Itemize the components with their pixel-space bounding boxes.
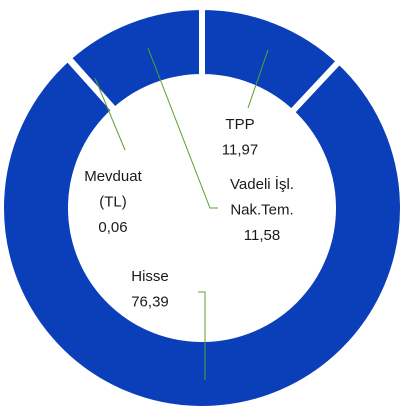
donut-slice bbox=[64, 3, 205, 115]
labels: TPP 11,97 Hisse 76,39 Mevduat (TL) 0,06 Vadeli … bbox=[84, 47, 294, 380]
slice-value-label: 0,06 bbox=[98, 219, 127, 236]
slice-label: Hisse bbox=[131, 268, 169, 285]
leader-line bbox=[147, 47, 218, 209]
donut-slice bbox=[0, 54, 403, 412]
slice-label: Vadeli İşl. Nak.Tem. bbox=[230, 175, 294, 219]
slice-value-label: 76,39 bbox=[131, 293, 169, 310]
slice-value-label: 11,58 bbox=[244, 227, 280, 244]
slice-value-label: 11,97 bbox=[222, 141, 258, 158]
leader-line bbox=[247, 49, 269, 109]
leader-line bbox=[94, 77, 126, 151]
slice-label: TPP bbox=[225, 116, 254, 133]
slice-label: Mevduat (TL) bbox=[84, 168, 142, 211]
slices bbox=[0, 3, 403, 412]
leader-line bbox=[198, 291, 206, 380]
